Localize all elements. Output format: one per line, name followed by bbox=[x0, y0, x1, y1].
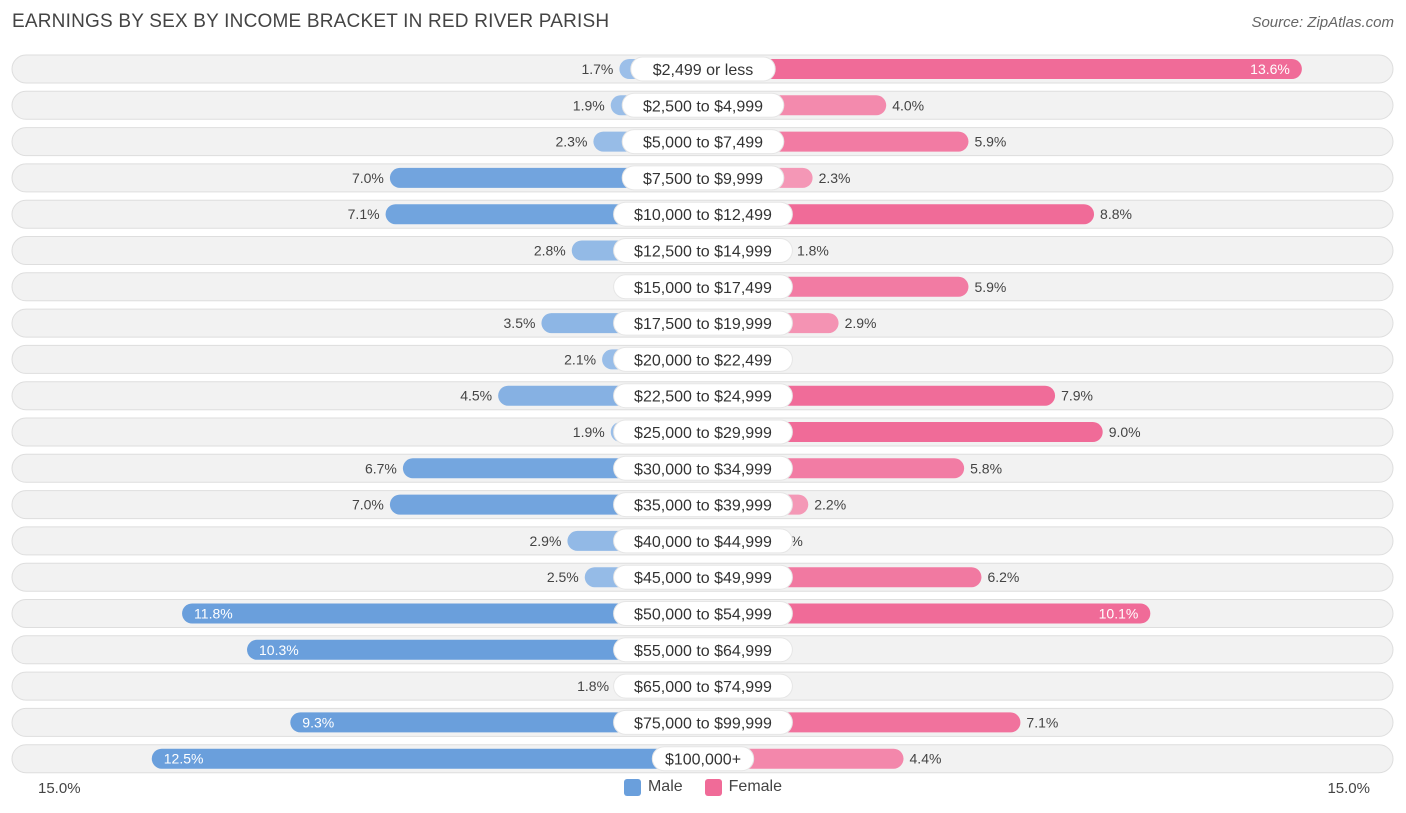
category-label-pill bbox=[613, 455, 793, 481]
legend: Male Female bbox=[0, 778, 1406, 796]
male-value-label: 7.1% bbox=[348, 206, 380, 222]
category-label: $40,000 to $44,999 bbox=[634, 534, 772, 551]
male-value-label: 12.5% bbox=[164, 751, 204, 767]
category-label: $100,000+ bbox=[665, 752, 741, 769]
legend-swatch-male bbox=[623, 778, 641, 796]
legend-item-female[interactable]: Female bbox=[704, 778, 783, 796]
legend-label-female: Female bbox=[728, 778, 783, 795]
male-value-label: 1.7% bbox=[581, 61, 613, 77]
female-bar bbox=[703, 422, 1103, 442]
male-value-label: 2.3% bbox=[555, 134, 587, 150]
female-value-label: 9.0% bbox=[1109, 424, 1141, 440]
category-label-pill bbox=[630, 56, 776, 82]
axis-left-label: 15.0% bbox=[38, 780, 81, 797]
category-label-pill bbox=[621, 129, 785, 155]
female-bar bbox=[703, 204, 1095, 225]
category-label: $25,000 to $29,999 bbox=[634, 425, 772, 442]
category-label-pill bbox=[613, 564, 793, 590]
legend-label-male: Male bbox=[647, 778, 683, 795]
male-value-label: 7.0% bbox=[352, 170, 384, 186]
category-label: $20,000 to $22,499 bbox=[634, 352, 772, 369]
category-label: $2,499 or less bbox=[653, 62, 754, 79]
male-value-label: 11.8% bbox=[194, 606, 233, 622]
chart-svg: 1.7% 13.6% $2,499 or less 1.9% 4.0% $2,500 to… bbox=[11, 54, 1394, 774]
category-label-pill bbox=[613, 709, 793, 735]
male-bar bbox=[290, 712, 703, 733]
category-label-pill bbox=[613, 673, 793, 699]
female-value-label: 5.9% bbox=[974, 279, 1006, 295]
male-value-label: 2.9% bbox=[530, 533, 562, 549]
category-label: $5,000 to $7,499 bbox=[643, 135, 763, 152]
category-label: $45,000 to $49,999 bbox=[634, 570, 772, 587]
source-note: Source: ZipAtlas.com bbox=[1251, 14, 1394, 31]
female-value-label: 2.2% bbox=[814, 497, 846, 513]
female-value-label: 7.1% bbox=[1026, 714, 1058, 730]
female-value-label: 5.9% bbox=[974, 134, 1006, 150]
category-label: $75,000 to $99,999 bbox=[634, 715, 772, 732]
male-value-label: 1.9% bbox=[573, 424, 605, 440]
category-label: $15,000 to $17,499 bbox=[634, 280, 772, 297]
female-bar bbox=[703, 59, 1302, 79]
category-label-pill bbox=[613, 274, 793, 300]
female-value-label: 1.8% bbox=[797, 243, 829, 259]
category-label-pill bbox=[613, 528, 793, 554]
male-value-label: 1.9% bbox=[573, 97, 605, 113]
category-label-pill bbox=[613, 492, 793, 518]
male-value-label: 9.3% bbox=[302, 714, 334, 730]
male-bar bbox=[247, 639, 703, 660]
category-label-pill bbox=[613, 601, 793, 626]
female-value-label: 2.3% bbox=[819, 170, 851, 186]
legend-swatch-female bbox=[704, 778, 722, 796]
male-value-label: 6.7% bbox=[365, 460, 397, 476]
male-value-label: 10.3% bbox=[259, 642, 299, 658]
male-value-label: 1.8% bbox=[577, 678, 609, 694]
male-bar bbox=[182, 603, 703, 624]
legend-item-male[interactable]: Male bbox=[623, 778, 683, 796]
category-label-pill bbox=[621, 92, 785, 118]
female-value-label: 4.0% bbox=[892, 97, 924, 113]
male-value-label: 2.8% bbox=[534, 243, 566, 259]
category-label-pill bbox=[613, 310, 793, 336]
category-label-pill bbox=[613, 383, 793, 409]
male-value-label: 7.0% bbox=[352, 497, 384, 513]
female-value-label: 6.2% bbox=[987, 569, 1019, 585]
female-value-label: 4.4% bbox=[910, 751, 942, 767]
female-bar bbox=[703, 603, 1151, 624]
category-label: $50,000 to $54,999 bbox=[634, 607, 772, 624]
axis-right-label: 15.0% bbox=[1327, 780, 1370, 797]
female-value-label: 10.1% bbox=[1099, 606, 1139, 622]
category-label: $55,000 to $64,999 bbox=[634, 643, 772, 660]
male-bar bbox=[151, 748, 703, 769]
chart-title: EARNINGS BY SEX BY INCOME BRACKET IN RED… bbox=[12, 11, 610, 32]
category-label: $35,000 to $39,999 bbox=[634, 498, 772, 515]
female-value-label: 13.6% bbox=[1250, 61, 1290, 77]
category-label-pill bbox=[613, 201, 793, 227]
female-value-label: 2.9% bbox=[845, 315, 877, 331]
male-value-label: 3.5% bbox=[504, 315, 536, 331]
category-label: $7,500 to $9,999 bbox=[643, 171, 763, 188]
category-label: $17,500 to $19,999 bbox=[634, 316, 772, 333]
category-label: $12,500 to $14,999 bbox=[634, 244, 772, 261]
male-value-label: 2.5% bbox=[547, 569, 579, 585]
category-label: $30,000 to $34,999 bbox=[634, 461, 772, 478]
male-value-label: 2.1% bbox=[564, 351, 596, 367]
category-label-pill bbox=[651, 746, 755, 772]
category-label: $10,000 to $12,499 bbox=[634, 207, 772, 224]
category-label: $2,500 to $4,999 bbox=[643, 98, 763, 115]
female-value-label: 7.9% bbox=[1061, 388, 1093, 404]
category-label-pill bbox=[613, 346, 793, 372]
category-label-pill bbox=[613, 238, 793, 263]
category-label-pill bbox=[621, 165, 785, 191]
female-value-label: 8.8% bbox=[1100, 206, 1132, 222]
category-label-pill bbox=[613, 637, 793, 663]
category-label-pill bbox=[613, 419, 793, 445]
category-label: $65,000 to $74,999 bbox=[634, 679, 772, 696]
category-label: $22,500 to $24,999 bbox=[634, 389, 772, 406]
male-value-label: 4.5% bbox=[460, 388, 492, 404]
female-value-label: 5.8% bbox=[970, 460, 1002, 476]
